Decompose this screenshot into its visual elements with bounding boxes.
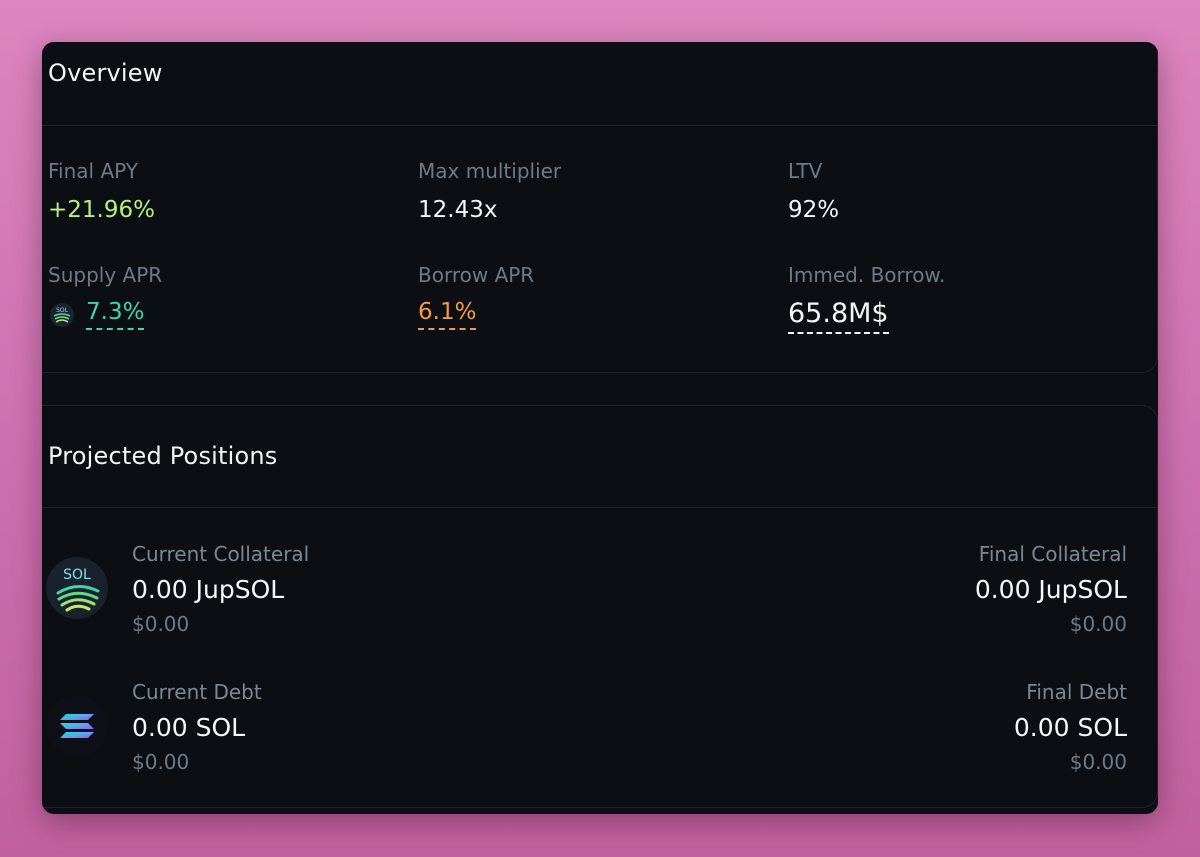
final-debt-amount: 0.00 SOL bbox=[1013, 713, 1127, 742]
immed-borrow-value-text[interactable]: 65.8M$ bbox=[788, 298, 889, 334]
current-collateral-usd: $0.00 bbox=[132, 612, 190, 636]
final-apy-value: +21.96% bbox=[48, 197, 155, 223]
max-multiplier-value: 12.43x bbox=[418, 197, 498, 223]
ltv-value: 92% bbox=[788, 197, 840, 223]
supply-apr-label: Supply APR bbox=[48, 263, 163, 287]
current-debt-usd: $0.00 bbox=[132, 750, 190, 774]
borrow-apr-label: Borrow APR bbox=[418, 263, 535, 287]
jupsol-token-icon: SOL bbox=[50, 303, 74, 327]
current-collateral-label: Current Collateral bbox=[132, 542, 310, 566]
final-collateral-usd: $0.00 bbox=[1069, 612, 1127, 636]
final-debt-usd: $0.00 bbox=[1069, 750, 1127, 774]
current-debt-label: Current Debt bbox=[132, 680, 262, 704]
max-multiplier-label: Max multiplier bbox=[418, 159, 562, 183]
overview-card: Overview Final APY +21.96% Max multiplie… bbox=[42, 42, 1158, 373]
supply-apr-value[interactable]: 7.3% bbox=[86, 299, 145, 330]
supply-apr-value-text[interactable]: 7.3% bbox=[86, 299, 145, 330]
current-collateral-amount: 0.00 JupSOL bbox=[132, 575, 285, 604]
positions-divider bbox=[42, 507, 1158, 508]
final-debt-label: Final Debt bbox=[1026, 680, 1127, 704]
jupsol-token-icon: SOL bbox=[46, 557, 108, 619]
strategy-panel: Overview Final APY +21.96% Max multiplie… bbox=[42, 42, 1158, 814]
projected-positions-title: Projected Positions bbox=[48, 442, 278, 470]
final-collateral-label: Final Collateral bbox=[978, 542, 1127, 566]
solana-token-icon bbox=[46, 695, 108, 757]
final-apy-label: Final APY bbox=[48, 159, 138, 183]
borrow-apr-value-text[interactable]: 6.1% bbox=[418, 299, 477, 330]
svg-text:SOL: SOL bbox=[56, 307, 69, 314]
ltv-label: LTV bbox=[788, 159, 823, 183]
immed-borrow-value[interactable]: 65.8M$ bbox=[788, 298, 889, 334]
immed-borrow-label: Immed. Borrow. bbox=[788, 263, 946, 287]
overview-divider bbox=[42, 125, 1158, 126]
current-debt-amount: 0.00 SOL bbox=[132, 713, 246, 742]
overview-title: Overview bbox=[48, 59, 163, 87]
final-collateral-amount: 0.00 JupSOL bbox=[974, 575, 1127, 604]
borrow-apr-value[interactable]: 6.1% bbox=[418, 299, 477, 330]
projected-positions-card: Projected Positions SOL Current Collater… bbox=[42, 405, 1158, 808]
svg-text:SOL: SOL bbox=[63, 567, 91, 583]
